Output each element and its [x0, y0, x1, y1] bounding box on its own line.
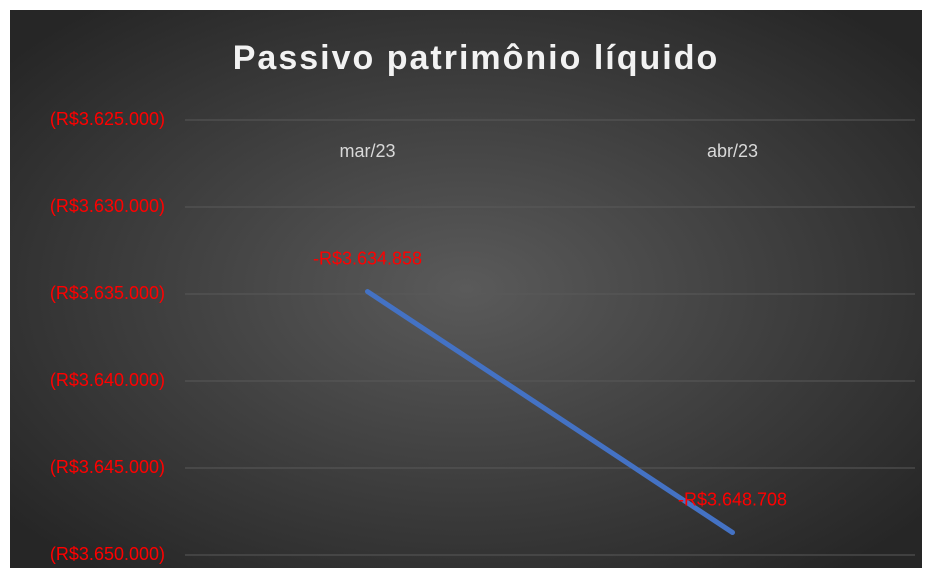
data-line — [365, 289, 735, 536]
chart-title: Passivo patrimônio líquido — [233, 39, 720, 77]
y-tick-label: (R$3.645.000) — [50, 457, 165, 477]
y-tick-label: (R$3.635.000) — [50, 283, 165, 303]
y-tick-label: (R$3.650.000) — [50, 544, 165, 564]
y-tick-label: (R$3.640.000) — [50, 370, 165, 390]
y-tick-label: (R$3.625.000) — [50, 109, 165, 129]
data-label: -R$3.634.858 — [313, 248, 422, 268]
x-tick-label: mar/23 — [339, 141, 395, 161]
chart-background — [10, 10, 922, 568]
data-label: -R$3.648.708 — [678, 489, 787, 509]
y-tick-label: (R$3.630.000) — [50, 196, 165, 216]
x-tick-label: abr/23 — [707, 141, 758, 161]
